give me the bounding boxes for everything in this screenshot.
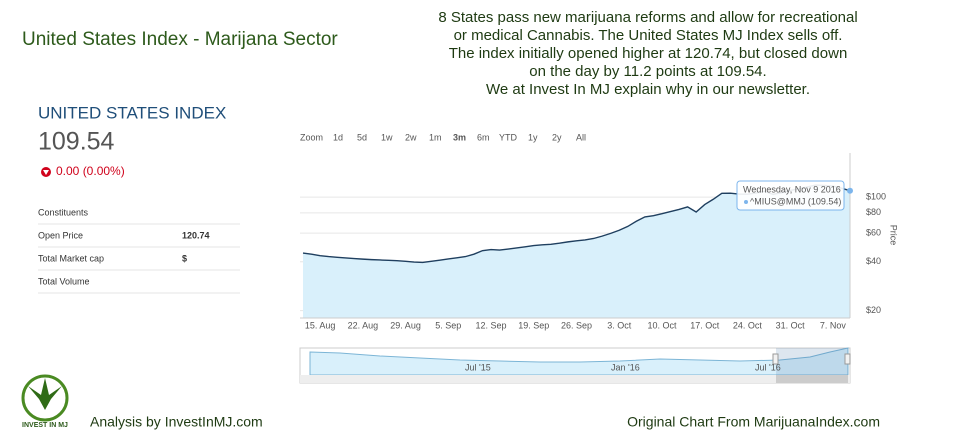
y-tick-label: $20 — [866, 305, 881, 315]
note-line: or medical Cannabis. The United States M… — [454, 27, 843, 44]
tooltip-date: Wednesday, Nov 9 2016 — [743, 184, 841, 194]
range-button[interactable]: 3m — [453, 132, 466, 142]
x-tick-label: 29. Aug — [390, 320, 421, 330]
range-button[interactable]: 1w — [381, 132, 393, 142]
note-line: on the day by 11.2 points at 109.54. — [529, 63, 766, 80]
navigator-label: Jul '15 — [465, 362, 491, 372]
range-button[interactable]: 2y — [552, 132, 562, 142]
x-tick-label: 15. Aug — [305, 320, 336, 330]
area-fill — [303, 185, 850, 318]
navigator-window — [776, 348, 848, 375]
x-tick-label: 17. Oct — [690, 320, 720, 330]
x-tick-label: 10. Oct — [647, 320, 677, 330]
scrollbar-thumb[interactable] — [776, 375, 848, 383]
scrollbar — [300, 375, 850, 383]
stat-label: Total Market cap — [38, 253, 104, 263]
y-axis-label: Price — [889, 225, 899, 246]
x-tick-label: 22. Aug — [348, 320, 379, 330]
x-tick-label: 26. Sep — [561, 320, 592, 330]
navigator-label: Jul '16 — [755, 362, 781, 372]
footer-left: Analysis by InvestInMJ.com — [90, 414, 263, 430]
stat-label: Open Price — [38, 230, 83, 240]
range-button[interactable]: 6m — [477, 132, 490, 142]
range-button[interactable]: 1y — [528, 132, 538, 142]
note-line: 8 States pass new marijuana reforms and … — [438, 9, 857, 26]
range-button[interactable]: YTD — [499, 132, 518, 142]
navigator-labels: Jul '15 Jan '16 Jul '16 — [465, 362, 781, 372]
x-tick-label: 19. Sep — [518, 320, 549, 330]
logo-ring — [21, 374, 69, 422]
x-tick-label: 31. Oct — [776, 320, 806, 330]
hover-point — [847, 187, 853, 194]
navigator-series — [309, 347, 849, 376]
x-tick-label: 12. Sep — [476, 320, 507, 330]
down-arrow — [43, 170, 49, 175]
y-tick-label: $100 — [866, 191, 886, 201]
logo-leaf — [28, 378, 62, 410]
note-line: The index initially opened higher at 120… — [449, 45, 848, 62]
stat-value: 120.74 — [182, 230, 210, 240]
range-button[interactable]: 1d — [333, 132, 343, 142]
range-selector: Zoom 1d 5d 1w 2w 1m 3m 6m YTD 1y 2y All — [300, 132, 586, 142]
note: 8 States pass new marijuana reforms and … — [438, 9, 857, 98]
y-tick-label: $40 — [866, 256, 881, 266]
stat-label: Constituents — [38, 207, 89, 217]
index-change: 0.00 (0.00%) — [56, 164, 125, 178]
logo-text: INVEST IN MJ — [22, 422, 68, 429]
range-button[interactable]: All — [576, 132, 586, 142]
index-price: 109.54 — [38, 128, 115, 156]
zoom-label: Zoom — [300, 132, 323, 142]
tooltip-text: ^MIUS@MMJ (109.54) — [750, 196, 841, 206]
stats-table: Constituents Open Price 120.74 Total Market… — [38, 207, 240, 294]
x-tick-label: 3. Oct — [607, 320, 632, 330]
range-button[interactable]: 2w — [405, 132, 417, 142]
stat-value: $ — [182, 253, 187, 263]
plot: $20 $40 $60 $80 $100 Price 15. Aug 22. Aug 29. A… — [300, 153, 899, 330]
tooltip-box — [736, 180, 845, 211]
tooltip-dot — [744, 200, 748, 204]
navigator-label: Jan '16 — [611, 362, 640, 372]
footer-right: Original Chart From MarijuanaIndex.com — [627, 414, 880, 430]
note-line: We at Invest In MJ explain why in our ne… — [486, 81, 810, 98]
range-button[interactable]: 1m — [429, 132, 442, 142]
stat-label: Total Volume — [38, 276, 90, 286]
navigator-handle[interactable] — [844, 353, 851, 365]
x-tick-label: 7. Nov — [820, 320, 847, 330]
range-button[interactable]: 5d — [357, 132, 367, 142]
index-name: UNITED STATES INDEX — [38, 103, 226, 122]
logo — [21, 374, 69, 422]
x-tick-label: 24. Oct — [733, 320, 763, 330]
y-tick-label: $60 — [866, 228, 881, 238]
x-tick-label: 5. Sep — [435, 320, 461, 330]
page-title: United States Index - Marijana Sector — [22, 29, 338, 50]
navigator-handle[interactable] — [772, 353, 779, 365]
y-tick-label: $80 — [866, 207, 881, 217]
